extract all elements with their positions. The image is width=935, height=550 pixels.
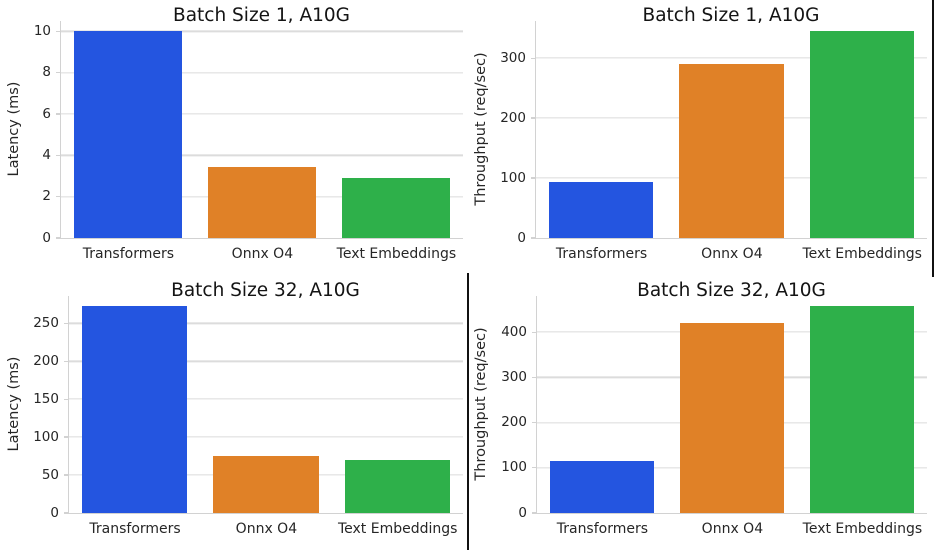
gridline bbox=[536, 57, 927, 59]
chart-batch32-latency: Batch Size 32, A10G Latency (ms) 0 50 100 1… bbox=[0, 275, 467, 550]
bar-onnx-o4 bbox=[680, 322, 784, 513]
x-tick-label: Transformers bbox=[555, 246, 648, 262]
chart-batch32-throughput: Batch Size 32, A10G Throughput (req/sec)… bbox=[467, 275, 935, 550]
gridline bbox=[69, 436, 463, 438]
bar-text-embeddings bbox=[342, 177, 450, 238]
gridline bbox=[61, 72, 463, 74]
bar-text-embeddings bbox=[810, 306, 914, 513]
y-tick-label: 50 bbox=[41, 466, 59, 483]
gridline bbox=[61, 30, 463, 32]
y-tick-label: 2 bbox=[42, 188, 51, 205]
y-tick-mark bbox=[56, 154, 60, 156]
y-tick-label: 100 bbox=[33, 428, 59, 445]
y-tick-label: 250 bbox=[33, 314, 59, 331]
image-seam-middle-icon bbox=[467, 273, 469, 550]
y-tick-label: 100 bbox=[500, 169, 526, 186]
chart-title: Batch Size 1, A10G bbox=[642, 5, 820, 26]
y-tick-mark bbox=[532, 467, 536, 469]
plot-area bbox=[531, 21, 927, 239]
x-tick-label: Text Embeddings bbox=[337, 521, 458, 537]
y-tick-mark bbox=[531, 177, 535, 179]
y-tick-mark bbox=[56, 237, 60, 239]
image-seam-right-icon bbox=[932, 0, 934, 277]
y-tick-mark bbox=[64, 322, 68, 324]
y-tick-mark bbox=[64, 360, 68, 362]
bar-transformers bbox=[550, 460, 654, 513]
y-tick-label: 10 bbox=[33, 22, 51, 39]
y-tick-label: 300 bbox=[501, 368, 527, 385]
y-tick-label: 100 bbox=[501, 459, 527, 476]
y-tick-mark bbox=[531, 117, 535, 119]
gridline bbox=[69, 322, 463, 324]
y-tick-mark bbox=[532, 512, 536, 514]
gridline bbox=[69, 360, 463, 362]
bar-onnx-o4 bbox=[208, 167, 316, 238]
gridline bbox=[61, 154, 463, 156]
y-tick-mark bbox=[64, 512, 68, 514]
y-tick-label: 200 bbox=[500, 109, 526, 126]
chart-title: Batch Size 32, A10G bbox=[637, 280, 826, 301]
x-tick-label: Transformers bbox=[89, 521, 181, 537]
y-tick-mark bbox=[56, 196, 60, 198]
y-tick-mark bbox=[531, 57, 535, 59]
y-tick-label: 0 bbox=[42, 229, 51, 246]
y-tick-mark bbox=[531, 237, 535, 239]
y-tick-mark bbox=[56, 113, 60, 115]
y-tick-mark bbox=[532, 421, 536, 424]
y-tick-mark bbox=[56, 72, 60, 74]
plot-area bbox=[64, 296, 463, 514]
y-tick-label: 0 bbox=[517, 229, 526, 246]
x-tick-label: Onnx O4 bbox=[235, 521, 298, 537]
x-tick-label: Onnx O4 bbox=[701, 521, 764, 537]
y-tick-label: 200 bbox=[501, 414, 527, 431]
gridline bbox=[69, 398, 463, 400]
y-tick-label: 6 bbox=[42, 105, 51, 122]
chart-batch1-latency: Batch Size 1, A10G Latency (ms) 0 2 4 6 8 10 T… bbox=[0, 0, 467, 275]
x-tick-label: Text Embeddings bbox=[336, 246, 457, 262]
y-tick-label: 4 bbox=[42, 146, 51, 163]
bar-onnx-o4 bbox=[213, 455, 319, 513]
y-tick-mark bbox=[56, 30, 60, 32]
y-tick-mark bbox=[64, 474, 68, 476]
y-tick-label: 150 bbox=[33, 390, 59, 407]
bar-text-embeddings bbox=[809, 30, 914, 238]
bar-text-embeddings bbox=[344, 460, 450, 513]
y-tick-mark bbox=[532, 331, 536, 333]
x-tick-label: Transformers bbox=[556, 521, 649, 537]
y-axis-label: Throughput (req/sec) bbox=[473, 327, 489, 481]
chart-title: Batch Size 32, A10G bbox=[171, 280, 360, 301]
chart-batch1-throughput: Batch Size 1, A10G Throughput (req/sec) … bbox=[467, 0, 935, 275]
y-tick-mark bbox=[64, 436, 68, 438]
y-tick-label: 400 bbox=[501, 323, 527, 340]
x-tick-label: Transformers bbox=[82, 246, 175, 262]
bar-transformers bbox=[549, 181, 654, 238]
y-tick-mark bbox=[64, 398, 68, 400]
y-tick-label: 0 bbox=[518, 504, 527, 521]
bar-transformers bbox=[82, 306, 188, 513]
plot-area bbox=[532, 296, 927, 514]
bar-onnx-o4 bbox=[679, 63, 784, 238]
x-tick-label: Onnx O4 bbox=[231, 246, 294, 262]
y-tick-label: 0 bbox=[50, 504, 59, 521]
x-tick-label: Text Embeddings bbox=[802, 246, 922, 262]
x-tick-label: Text Embeddings bbox=[802, 521, 923, 537]
y-tick-label: 8 bbox=[42, 64, 51, 81]
bar-transformers bbox=[74, 30, 182, 238]
y-tick-label: 200 bbox=[33, 352, 59, 369]
plot-area bbox=[56, 21, 463, 239]
chart-title: Batch Size 1, A10G bbox=[173, 5, 350, 26]
gridline bbox=[61, 113, 463, 115]
x-tick-label: Onnx O4 bbox=[701, 246, 763, 262]
y-tick-mark bbox=[532, 376, 536, 379]
y-tick-label: 300 bbox=[500, 49, 526, 66]
